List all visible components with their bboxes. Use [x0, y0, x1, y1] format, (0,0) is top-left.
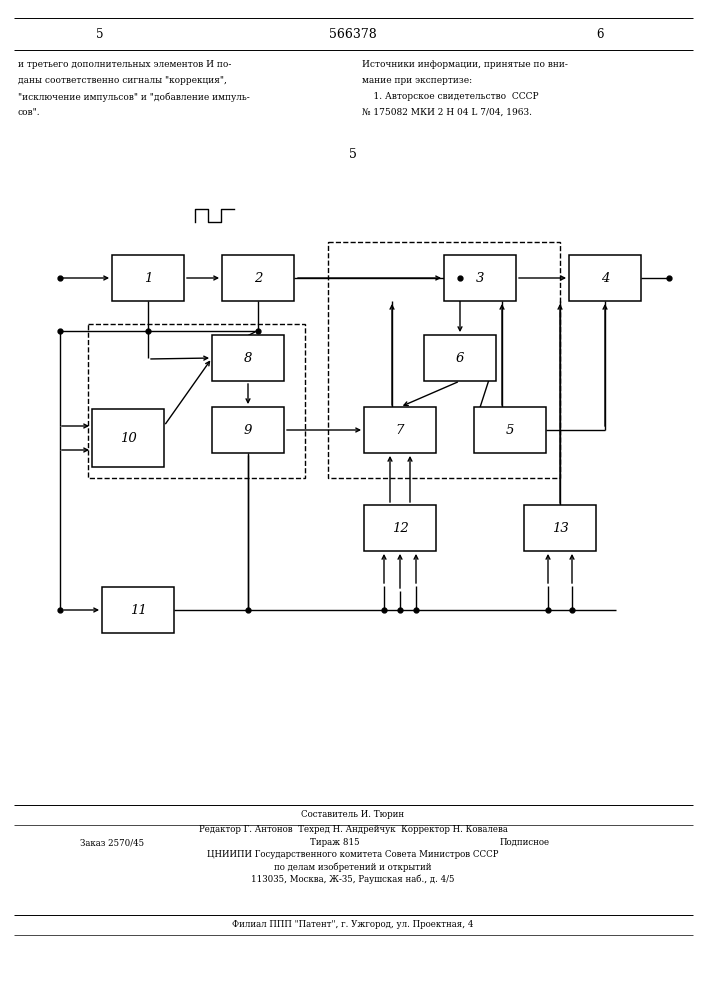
Text: Источники информации, принятые по вни-: Источники информации, принятые по вни- [362, 60, 568, 69]
Text: и третьего дополнительных элементов И по-: и третьего дополнительных элементов И по… [18, 60, 231, 69]
Text: 4: 4 [601, 271, 609, 284]
Text: 1. Авторское свидетельство  СССР: 1. Авторское свидетельство СССР [362, 92, 539, 101]
Text: 2: 2 [254, 271, 262, 284]
Bar [92, 409, 164, 467]
Text: 6: 6 [596, 27, 604, 40]
Bar [328, 242, 560, 478]
Bar [524, 505, 596, 551]
Text: по делам изобретений и открытий: по делам изобретений и открытий [274, 862, 432, 871]
Text: даны соответственно сигналы "коррекция",: даны соответственно сигналы "коррекция", [18, 76, 227, 85]
Bar [569, 255, 641, 301]
Text: 8: 8 [244, 352, 252, 364]
Bar [364, 407, 436, 453]
Text: 566378: 566378 [329, 27, 377, 40]
Bar [222, 255, 294, 301]
Text: 13: 13 [551, 522, 568, 534]
Text: 5: 5 [349, 148, 357, 161]
Bar [88, 324, 305, 478]
Text: Филиал ППП "Патент", г. Ужгород, ул. Проектная, 4: Филиал ППП "Патент", г. Ужгород, ул. Про… [233, 920, 474, 929]
Text: 5: 5 [96, 27, 104, 40]
Bar [102, 587, 174, 633]
Text: мание при экспертизе:: мание при экспертизе: [362, 76, 472, 85]
Text: № 175082 МКИ 2 Н 04 L 7/04, 1963.: № 175082 МКИ 2 Н 04 L 7/04, 1963. [362, 108, 532, 117]
Bar [474, 407, 546, 453]
Text: 113035, Москва, Ж-35, Раушская наб., д. 4/5: 113035, Москва, Ж-35, Раушская наб., д. … [251, 874, 455, 884]
Text: Тираж 815: Тираж 815 [310, 838, 360, 847]
Text: 10: 10 [119, 432, 136, 444]
Text: ЦНИИПИ Государственного комитета Совета Министров СССР: ЦНИИПИ Государственного комитета Совета … [207, 850, 498, 859]
Text: 5: 5 [506, 424, 514, 436]
Text: Подписное: Подписное [500, 838, 550, 847]
Text: 12: 12 [392, 522, 409, 534]
Text: Редактор Г. Антонов  Техред Н. Андрейчук  Корректор Н. Ковалева: Редактор Г. Антонов Техред Н. Андрейчук … [199, 825, 508, 834]
Text: 1: 1 [144, 271, 152, 284]
Text: 3: 3 [476, 271, 484, 284]
Text: 6: 6 [456, 352, 464, 364]
Text: 9: 9 [244, 424, 252, 436]
Bar [212, 335, 284, 381]
Text: 7: 7 [396, 424, 404, 436]
Text: 11: 11 [129, 603, 146, 616]
Bar [212, 407, 284, 453]
Text: Заказ 2570/45: Заказ 2570/45 [80, 838, 144, 847]
Text: сов".: сов". [18, 108, 40, 117]
Text: Составитель И. Тюрин: Составитель И. Тюрин [301, 810, 404, 819]
Bar [112, 255, 184, 301]
Bar [364, 505, 436, 551]
Bar [424, 335, 496, 381]
Text: "исключение импульсов" и "добавление импуль-: "исключение импульсов" и "добавление имп… [18, 92, 250, 102]
Bar [444, 255, 516, 301]
